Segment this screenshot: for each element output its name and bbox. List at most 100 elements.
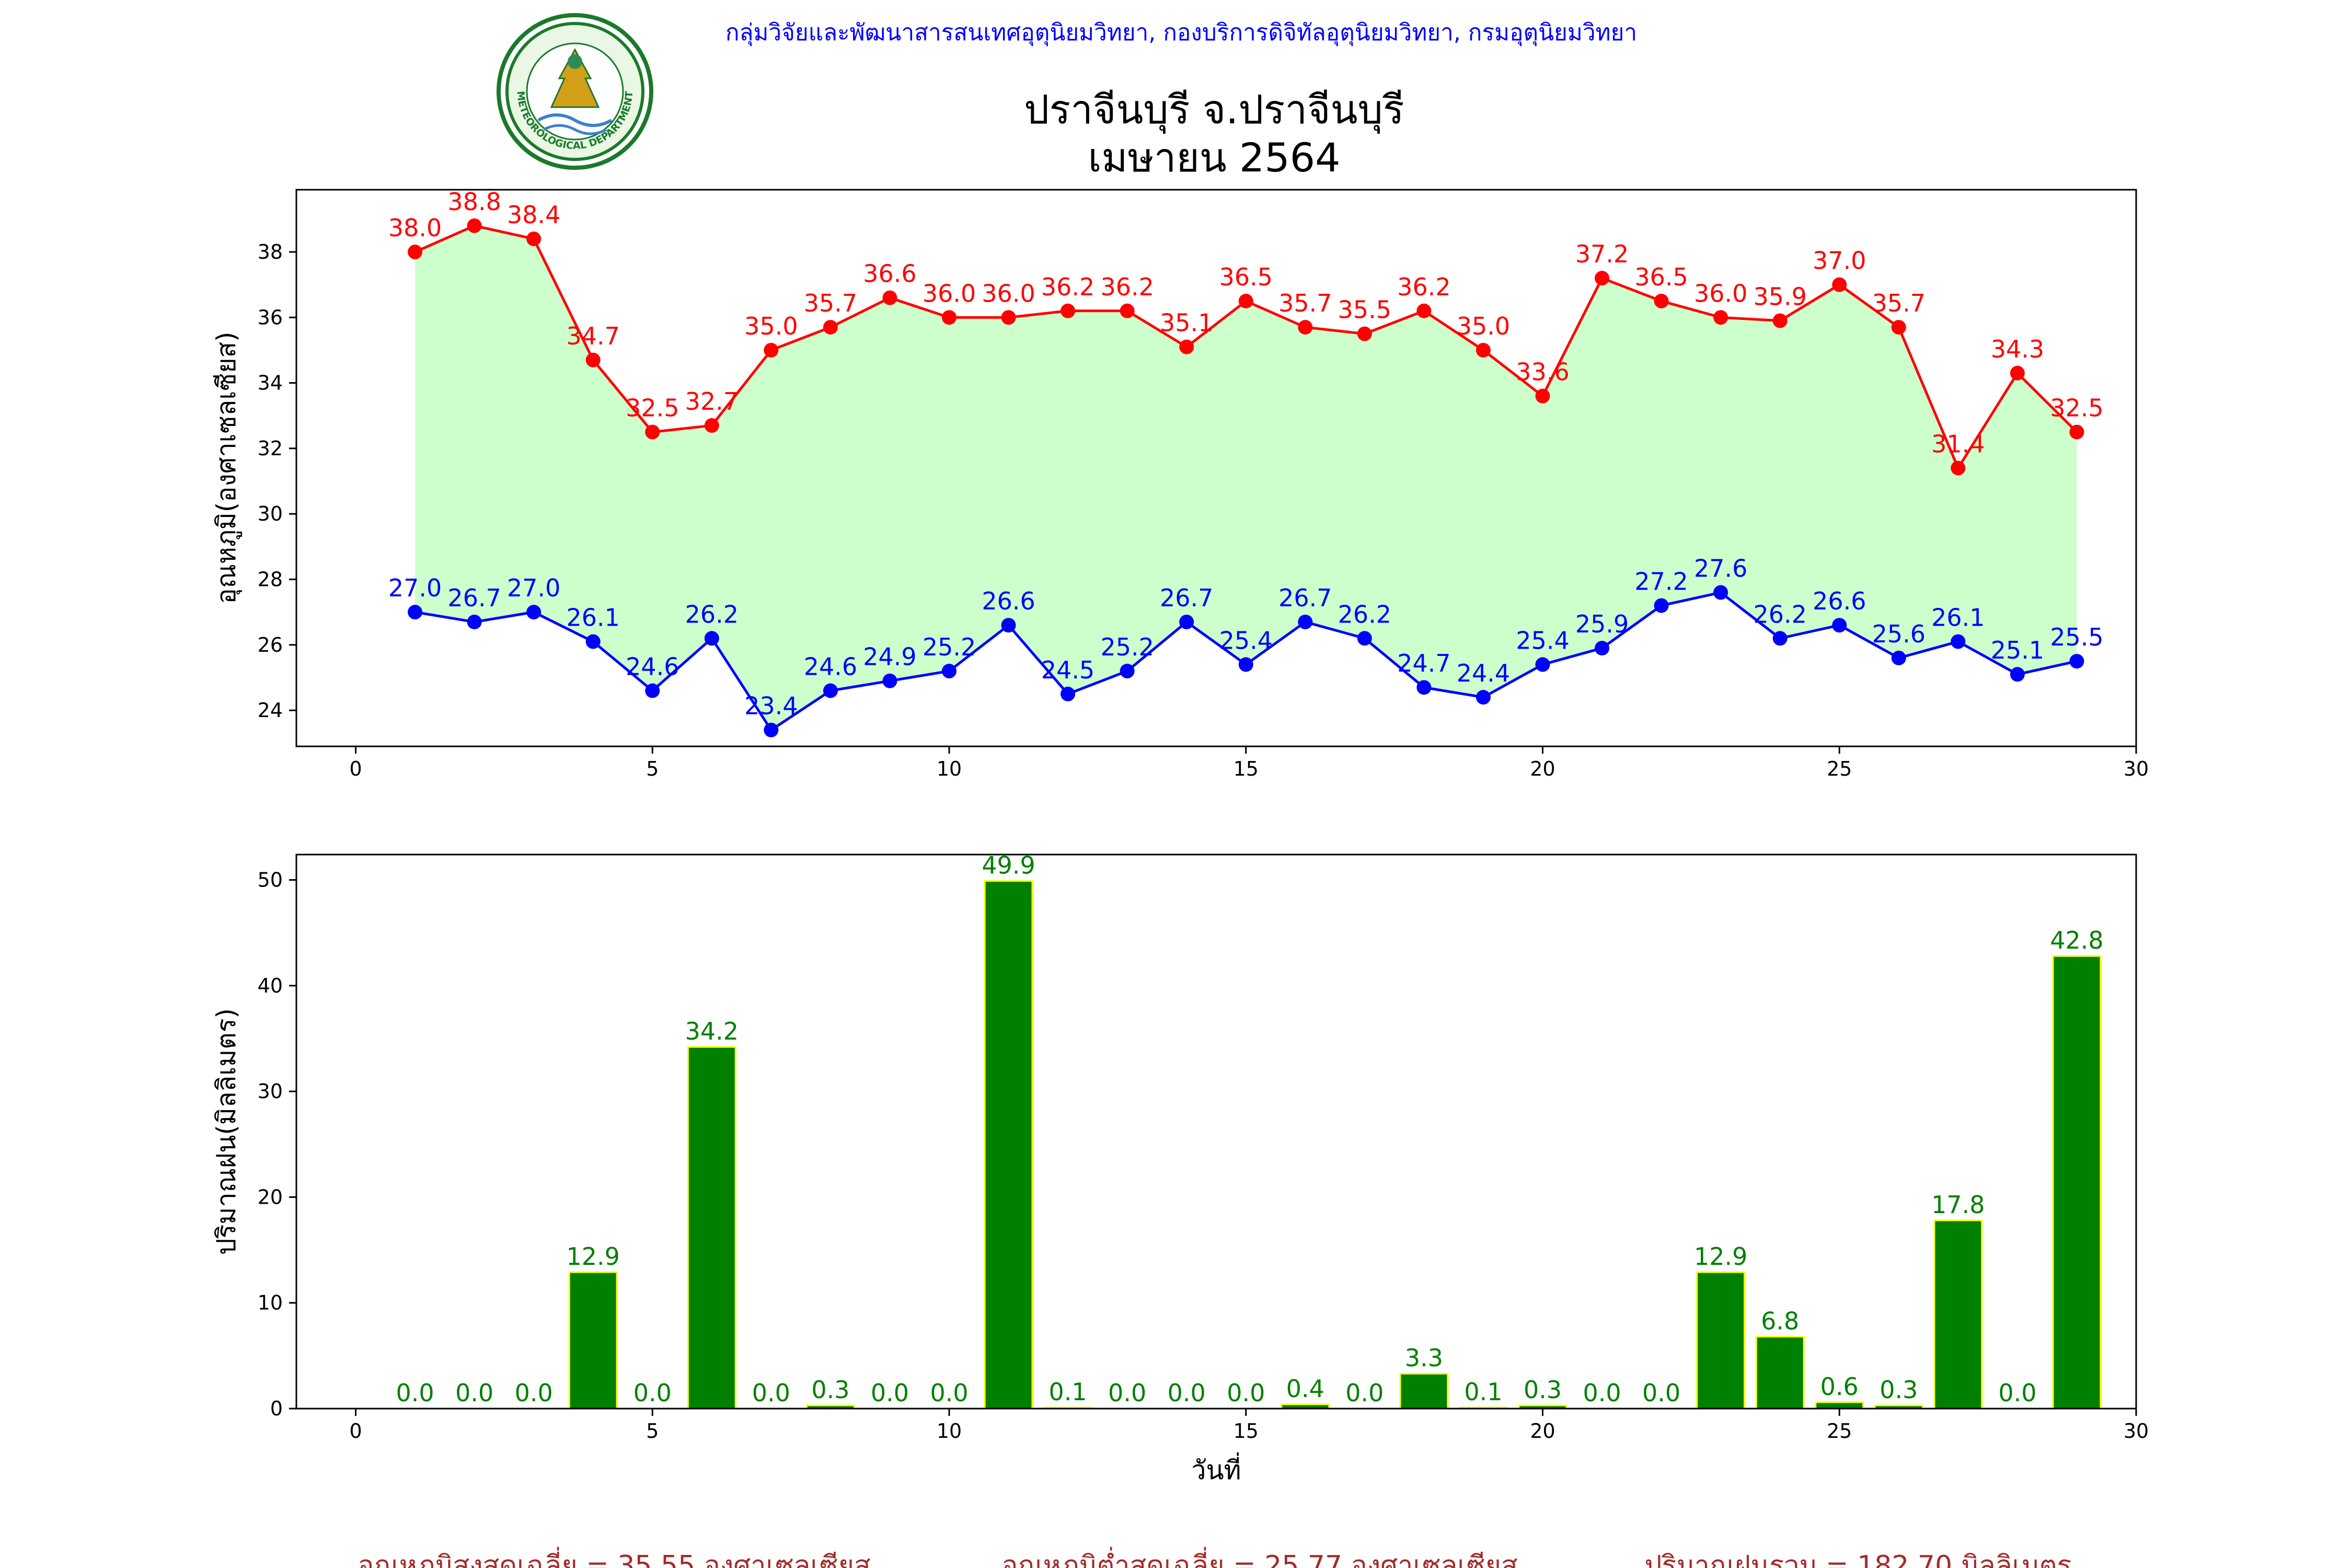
- min-temperature-data-label: 24.4: [1457, 659, 1510, 687]
- min-temperature-data-label: 26.2: [685, 600, 739, 628]
- temperature-x-tick-label: 20: [1530, 757, 1555, 780]
- rainfall-x-tick-label: 25: [1827, 1420, 1852, 1443]
- rainfall-bar: [1933, 1219, 1983, 1410]
- min-temperature-data-label: 24.5: [1041, 656, 1094, 684]
- max-temperature-data-label: 36.0: [923, 279, 976, 307]
- max-temperature-data-label: 35.7: [804, 289, 857, 317]
- min-temperature-data-label: 24.7: [1397, 649, 1450, 677]
- temperature-y-tick-label: 38: [258, 240, 283, 263]
- rainfall-data-label: 34.2: [685, 1017, 739, 1045]
- max-temperature-data-label: 34.7: [567, 322, 620, 350]
- max-temperature-point: [1120, 303, 1135, 318]
- min-temperature-point: [2010, 667, 2025, 682]
- rainfall-bar: [1696, 1271, 1746, 1410]
- department-logo: METEOROLOGICAL DEPARTMENT: [497, 13, 653, 170]
- rainfall-data-label: 0.4: [1286, 1375, 1324, 1403]
- max-temperature-point: [1001, 310, 1016, 325]
- min-temperature-point: [2069, 654, 2084, 669]
- max-temperature-data-label: 38.4: [507, 201, 560, 229]
- rainfall-data-label: 0.6: [1820, 1373, 1859, 1401]
- temperature-y-tick-label: 28: [258, 568, 283, 591]
- min-temperature-point: [1772, 631, 1788, 646]
- temperature-y-tick-label: 36: [258, 306, 283, 329]
- max-temperature-data-label: 35.7: [1278, 289, 1332, 317]
- min-temperature-point: [764, 722, 779, 737]
- max-temperature-point: [1654, 294, 1669, 308]
- rainfall-y-tick-label: 0: [270, 1397, 283, 1420]
- min-temperature-data-label: 25.1: [1991, 636, 2044, 664]
- rainfall-bar: [2052, 955, 2102, 1410]
- temperature-y-tick-label: 24: [258, 699, 283, 722]
- max-temperature-point: [704, 418, 719, 433]
- min-temperature-data-label: 25.2: [923, 633, 976, 661]
- max-temperature-point: [1357, 326, 1372, 341]
- max-temperature-data-label: 35.0: [1457, 312, 1510, 340]
- max-temperature-point: [1891, 320, 1906, 335]
- rainfall-data-label: 42.8: [2050, 926, 2103, 954]
- rainfall-bar: [687, 1046, 736, 1410]
- temperature-x-tick-label: 0: [349, 757, 362, 780]
- max-temperature-data-label: 35.5: [1338, 296, 1391, 324]
- min-temperature-point: [1060, 686, 1076, 701]
- summary-avg-min-temp: อุณหภูมิต่ำสุดเฉลี่ย = 25.77 องศาเซลเซีย…: [1001, 1547, 1517, 1568]
- min-temperature-data-label: 26.2: [1338, 600, 1391, 628]
- min-temperature-point: [585, 634, 601, 649]
- max-temperature-point: [2010, 365, 2025, 381]
- rainfall-data-label: 0.3: [811, 1376, 849, 1404]
- min-temperature-data-label: 27.0: [507, 574, 560, 602]
- max-temperature-point: [1060, 303, 1076, 318]
- rainfall-y-tick-label: 10: [258, 1292, 283, 1315]
- max-temperature-point: [942, 310, 957, 325]
- rainfall-data-label: 0.0: [1168, 1379, 1206, 1407]
- rainfall-data-label: 0.0: [455, 1379, 493, 1407]
- max-temperature-data-label: 36.0: [1694, 279, 1747, 307]
- rainfall-data-label: 0.0: [1642, 1379, 1680, 1407]
- min-temperature-data-label: 24.9: [863, 643, 916, 671]
- rainfall-bar: [1399, 1373, 1449, 1410]
- min-temperature-point: [823, 683, 838, 698]
- rainfall-x-axis-label: วันที่: [1191, 1452, 1241, 1485]
- max-temperature-point: [1475, 342, 1491, 358]
- min-temperature-data-label: 26.1: [567, 604, 620, 632]
- chart-title-line2: เมษายน 2564: [1088, 134, 1341, 181]
- rainfall-x-tick-label: 0: [349, 1420, 362, 1443]
- rainfall-y-tick-label: 30: [258, 1080, 283, 1103]
- rainfall-bar: [1815, 1401, 1864, 1410]
- rainfall-chart: 0.0 0.0 0.0 12.9 0.0 34.2 0.0 0.3 0.0 0.0 49.9 0.1 0…: [211, 851, 2149, 1485]
- rainfall-x-tick-label: 15: [1233, 1420, 1259, 1443]
- temperature-x-tick-label: 25: [1827, 757, 1852, 780]
- max-temperature-data-label: 36.2: [1397, 273, 1450, 301]
- min-temperature-point: [1120, 663, 1135, 678]
- temperature-x-tick-label: 5: [646, 757, 659, 780]
- min-temperature-data-label: 27.0: [388, 574, 442, 602]
- rainfall-data-label: 12.9: [1694, 1242, 1747, 1271]
- min-temperature-data-label: 26.7: [1278, 584, 1332, 612]
- rainfall-bar: [1755, 1335, 1805, 1410]
- rainfall-data-label: 0.0: [1108, 1379, 1146, 1407]
- max-temperature-data-label: 32.7: [685, 387, 739, 416]
- rainfall-data-label: 0.0: [1345, 1379, 1383, 1407]
- rainfall-bar: [568, 1271, 618, 1410]
- temperature-y-tick-label: 34: [258, 372, 283, 395]
- min-temperature-point: [1001, 618, 1016, 633]
- temperature-x-tick-label: 10: [937, 757, 962, 780]
- max-temperature-data-label: 36.0: [982, 279, 1035, 307]
- max-temperature-point: [1951, 460, 1966, 476]
- rainfall-y-tick-label: 40: [258, 974, 283, 997]
- min-temperature-point: [1475, 690, 1491, 705]
- min-temperature-data-label: 26.6: [982, 587, 1035, 615]
- max-temperature-data-label: 33.6: [1516, 358, 1569, 386]
- max-temperature-data-label: 35.1: [1160, 309, 1213, 337]
- rainfall-data-label: 0.0: [396, 1379, 434, 1407]
- rainfall-x-tick-label: 10: [937, 1420, 962, 1443]
- max-temperature-data-label: 37.0: [1813, 247, 1866, 275]
- max-temperature-point: [408, 245, 423, 260]
- summary-total-rain: ปริมาณฝนรวม = 182.70 มิลลิเมตร: [1645, 1550, 2072, 1568]
- min-temperature-data-label: 25.9: [1575, 610, 1629, 638]
- min-temperature-data-label: 26.1: [1931, 604, 1985, 632]
- max-temperature-point: [823, 320, 838, 335]
- temperature-plot-frame: [295, 189, 2137, 747]
- min-temperature-data-label: 25.4: [1219, 626, 1273, 654]
- max-temperature-point: [1832, 277, 1847, 292]
- max-temperature-point: [1238, 294, 1253, 308]
